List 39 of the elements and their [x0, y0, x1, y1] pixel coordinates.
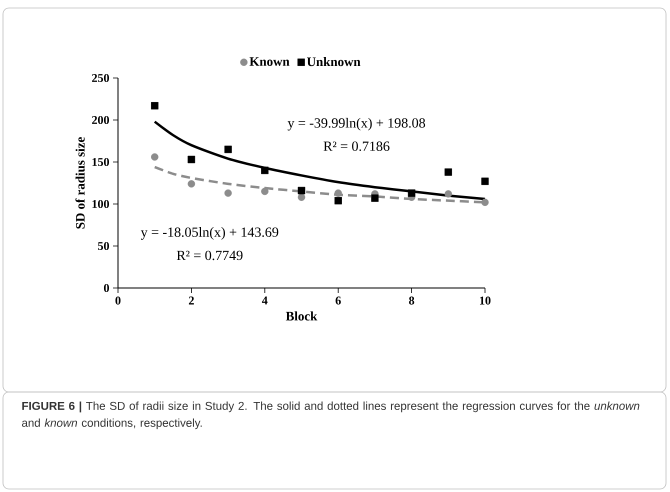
point: [151, 153, 158, 161]
point: [298, 186, 306, 194]
point: [444, 190, 452, 198]
y-tick-label: 0: [104, 284, 110, 292]
y-axis-title: SD of radius size: [75, 137, 85, 229]
annotation: y = -18.05ln(x) + 143.69: [140, 227, 278, 240]
point: [371, 194, 379, 202]
point: [298, 194, 306, 201]
text: FIGURE 6 | The SD of radii size in Study 2. The solid and dotted lines represent the regression curves for the unknown and known conditions, respectively.: [22, 402, 640, 430]
annotation: R² = 0.7749: [176, 250, 243, 260]
point: [334, 189, 342, 197]
point: [188, 156, 196, 164]
x-tick-label: 4: [262, 296, 268, 304]
x-tick-label: 2: [188, 296, 194, 304]
x-tick-label: 8: [409, 296, 414, 305]
point: [481, 198, 489, 206]
y-tick-label: 150: [92, 158, 110, 166]
annotation: R² = 0.7186: [324, 142, 390, 151]
legend-label: Known: [250, 57, 290, 66]
y-tick-label: 50: [98, 242, 110, 250]
point: [188, 180, 196, 188]
point: [334, 196, 342, 204]
point: [481, 178, 489, 186]
y-tick-label: 100: [92, 200, 110, 208]
point: [444, 168, 452, 176]
point: [224, 189, 232, 197]
x-tick-label: 0: [115, 296, 121, 305]
x-tick-label: 10: [480, 296, 491, 305]
point: [408, 189, 416, 197]
point: [261, 166, 269, 174]
point: [224, 146, 232, 154]
y-tick-label: 250: [92, 74, 110, 82]
point: [151, 102, 158, 110]
legend-label: Unknown: [306, 57, 360, 66]
annotation: y = -39.99ln(x) + 198.08: [288, 118, 426, 131]
point: [261, 188, 269, 196]
y-tick-label: 200: [92, 116, 110, 124]
x-tick-label: 6: [336, 296, 341, 305]
x-axis-title: Block: [286, 311, 318, 321]
